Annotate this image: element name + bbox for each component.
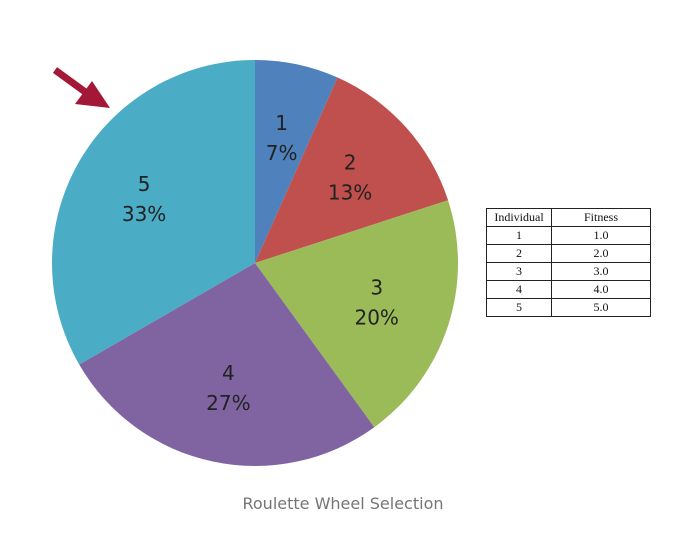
slice-label-5: 5 (138, 172, 151, 196)
individual-cell: 1 (486, 226, 552, 245)
pie-slice-4 (79, 263, 375, 466)
slice-percent-2: 13% (328, 180, 372, 204)
fitness-cell: 5.0 (551, 298, 651, 317)
table-row: 1 1.0 (486, 226, 651, 245)
individual-cell: 5 (486, 298, 552, 317)
slice-percent-4: 27% (206, 391, 250, 415)
fitness-cell: 2.0 (551, 244, 651, 263)
fitness-cell: 1.0 (551, 226, 651, 245)
selection-pointer-arrow-icon (52, 67, 110, 108)
slice-percent-5: 33% (122, 202, 166, 226)
table-row: 5 5.0 (486, 298, 651, 317)
slice-label-4: 4 (222, 361, 235, 385)
individual-cell: 3 (486, 262, 552, 281)
fitness-table: Individual Fitness 1 1.0 2 2.0 3 3.0 4 4… (486, 208, 651, 317)
pie-slice-1 (255, 59, 338, 263)
table-row: 3 3.0 (486, 262, 651, 281)
table-header-row: Individual Fitness (486, 208, 651, 227)
figure-caption: Roulette Wheel Selection (242, 494, 444, 513)
table-row: 4 4.0 (486, 280, 651, 299)
slice-label-3: 3 (370, 276, 383, 300)
pie-slices (52, 59, 458, 466)
header-individual: Individual (486, 208, 552, 227)
slice-label-2: 2 (344, 150, 357, 174)
pie-slice-2 (255, 77, 449, 263)
fitness-cell: 3.0 (551, 262, 651, 281)
individual-cell: 2 (486, 244, 552, 263)
slice-percent-1: 7% (266, 141, 298, 165)
slice-label-1: 1 (275, 111, 288, 135)
pie-slice-5 (52, 60, 255, 365)
fitness-cell: 4.0 (551, 280, 651, 299)
slice-percent-3: 20% (354, 306, 398, 330)
pie-slice-3 (255, 200, 458, 428)
header-fitness: Fitness (551, 208, 651, 227)
individual-cell: 4 (486, 280, 552, 299)
pie-labels: 1 7% 2 13% 3 20% 4 27% 5 33% (122, 111, 399, 415)
table-row: 2 2.0 (486, 244, 651, 263)
